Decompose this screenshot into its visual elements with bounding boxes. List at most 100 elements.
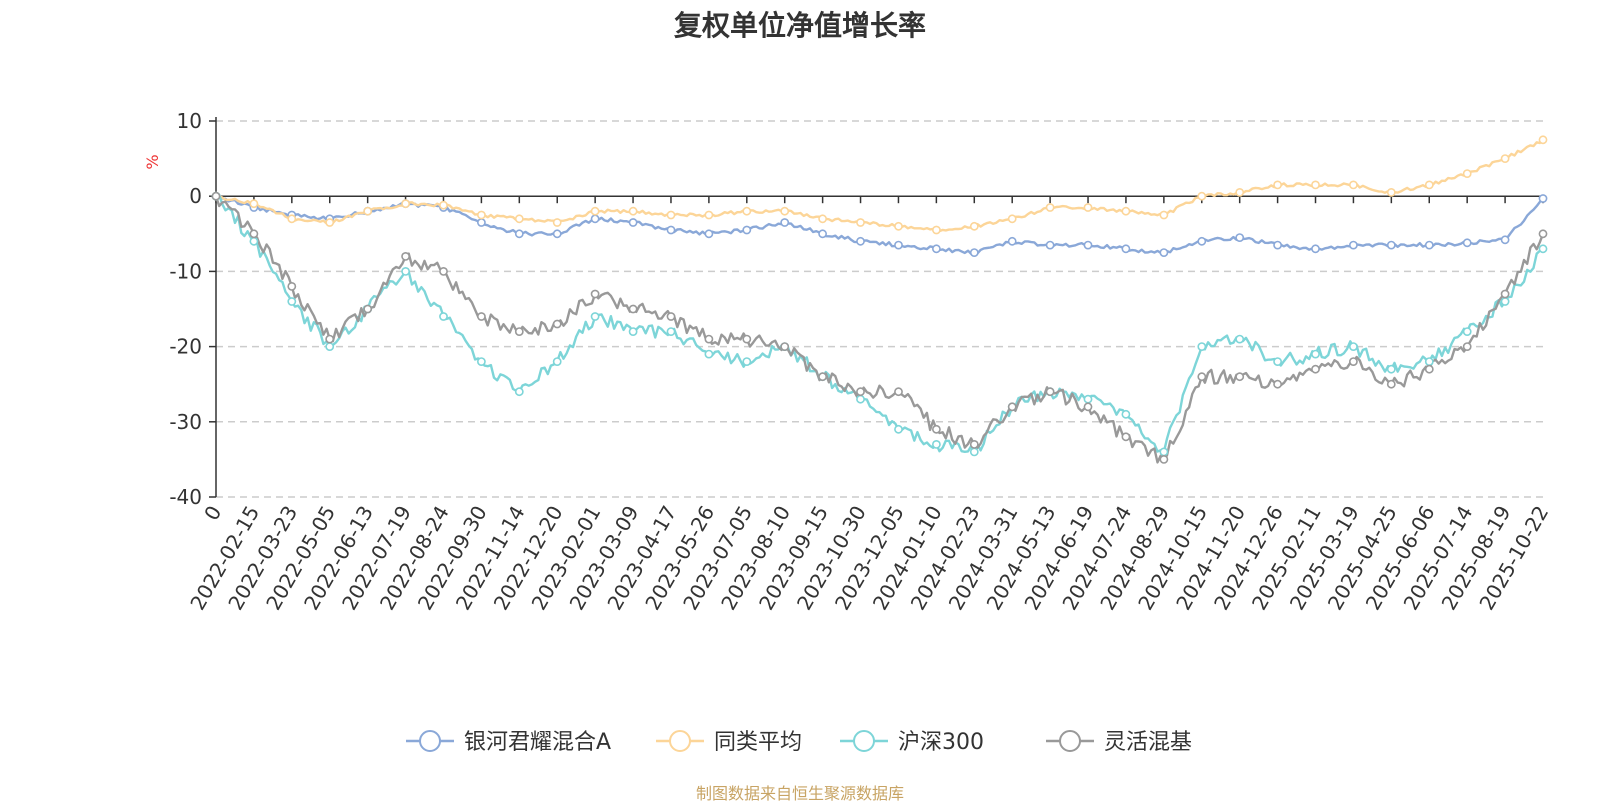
data-point (1349, 342, 1358, 351)
data-point (1121, 244, 1131, 254)
data-point (780, 218, 790, 227)
data-point (287, 297, 297, 306)
y-tick-label: -20 (169, 335, 202, 359)
data-point (1235, 187, 1245, 197)
data-point (818, 372, 827, 382)
data-point (363, 304, 373, 314)
data-point (666, 327, 676, 336)
data-point (1462, 238, 1472, 248)
data-point (476, 218, 486, 227)
data-point (401, 199, 410, 209)
data-point (249, 199, 259, 209)
data-point (439, 312, 448, 321)
data-point (1159, 210, 1169, 220)
legend-item[interactable]: 同类平均 (656, 730, 802, 755)
data-point (894, 424, 903, 434)
data-point (628, 327, 638, 336)
data-point (476, 312, 486, 321)
data-point (1159, 248, 1169, 257)
data-point (894, 221, 903, 231)
data-point (401, 266, 410, 276)
data-point (287, 214, 297, 224)
data-point (780, 342, 790, 351)
data-point (1273, 379, 1282, 389)
legend-item[interactable]: 银河君耀混合A (406, 730, 611, 755)
series-line (215, 195, 1544, 255)
data-point (1197, 236, 1207, 246)
data-point (1424, 180, 1434, 190)
data-point (1386, 187, 1396, 197)
data-point (856, 394, 865, 404)
data-point (894, 240, 903, 250)
data-point (1083, 402, 1093, 412)
data-point (590, 312, 600, 321)
data-point (1083, 240, 1093, 250)
data-point (514, 327, 524, 336)
data-point (1007, 402, 1017, 412)
data-point (363, 206, 373, 216)
data-point (1500, 297, 1510, 306)
data-point (969, 221, 979, 231)
data-point (932, 424, 941, 434)
legend[interactable]: 银河君耀混合A 同类平均 沪深300 灵活混基 (406, 730, 1192, 755)
legend-marker (853, 730, 875, 752)
data-point (704, 229, 714, 239)
data-point (969, 439, 979, 449)
data-point (704, 349, 714, 359)
data-point (1311, 364, 1320, 374)
y-axis-label: % (143, 154, 162, 169)
chart-title: 复权单位净值增长率 (673, 9, 926, 42)
data-point (666, 210, 676, 220)
y-tick-label: 0 (189, 184, 202, 208)
data-point (704, 210, 714, 220)
data-point (552, 218, 562, 227)
data-point (1083, 203, 1093, 212)
data-point (249, 236, 259, 246)
legend-marker (669, 730, 691, 752)
source-note: 制图数据来自恒生聚源数据库 (695, 784, 904, 803)
data-point (1424, 240, 1434, 250)
data-point (514, 387, 524, 397)
data-point (590, 206, 600, 216)
data-point (1197, 372, 1207, 382)
data-point (439, 266, 448, 276)
data-point (1159, 447, 1169, 457)
series-markers (211, 135, 1548, 464)
data-point (249, 229, 259, 239)
legend-label: 灵活混基 (1104, 730, 1192, 755)
data-point (856, 387, 865, 397)
data-point (1500, 289, 1510, 299)
data-point (1424, 364, 1434, 374)
data-point (590, 214, 600, 224)
data-point (1235, 372, 1245, 382)
data-point (742, 206, 752, 216)
legend-item[interactable]: 沪深300 (840, 730, 984, 755)
data-point (1083, 394, 1093, 404)
data-point (1197, 342, 1207, 351)
data-point (628, 206, 638, 216)
data-point (856, 236, 865, 246)
data-point (1538, 244, 1548, 254)
data-point (969, 248, 979, 257)
data-point (325, 334, 335, 344)
data-point (1121, 206, 1131, 216)
legend-marker (1059, 730, 1081, 752)
data-point (1235, 334, 1245, 344)
data-point (1007, 236, 1017, 246)
data-point (1349, 180, 1358, 190)
data-point (1538, 194, 1548, 203)
legend-item[interactable]: 灵活混基 (1046, 730, 1192, 755)
data-point (628, 218, 638, 227)
data-point (1045, 240, 1055, 250)
data-point (1045, 387, 1055, 397)
data-point (1386, 364, 1396, 374)
data-point (1045, 203, 1055, 212)
series-lines (214, 138, 1545, 464)
data-point (325, 342, 335, 351)
y-tick-label: 10 (177, 109, 202, 133)
data-point (1500, 235, 1510, 245)
data-point (1538, 229, 1548, 239)
data-point (742, 225, 752, 235)
